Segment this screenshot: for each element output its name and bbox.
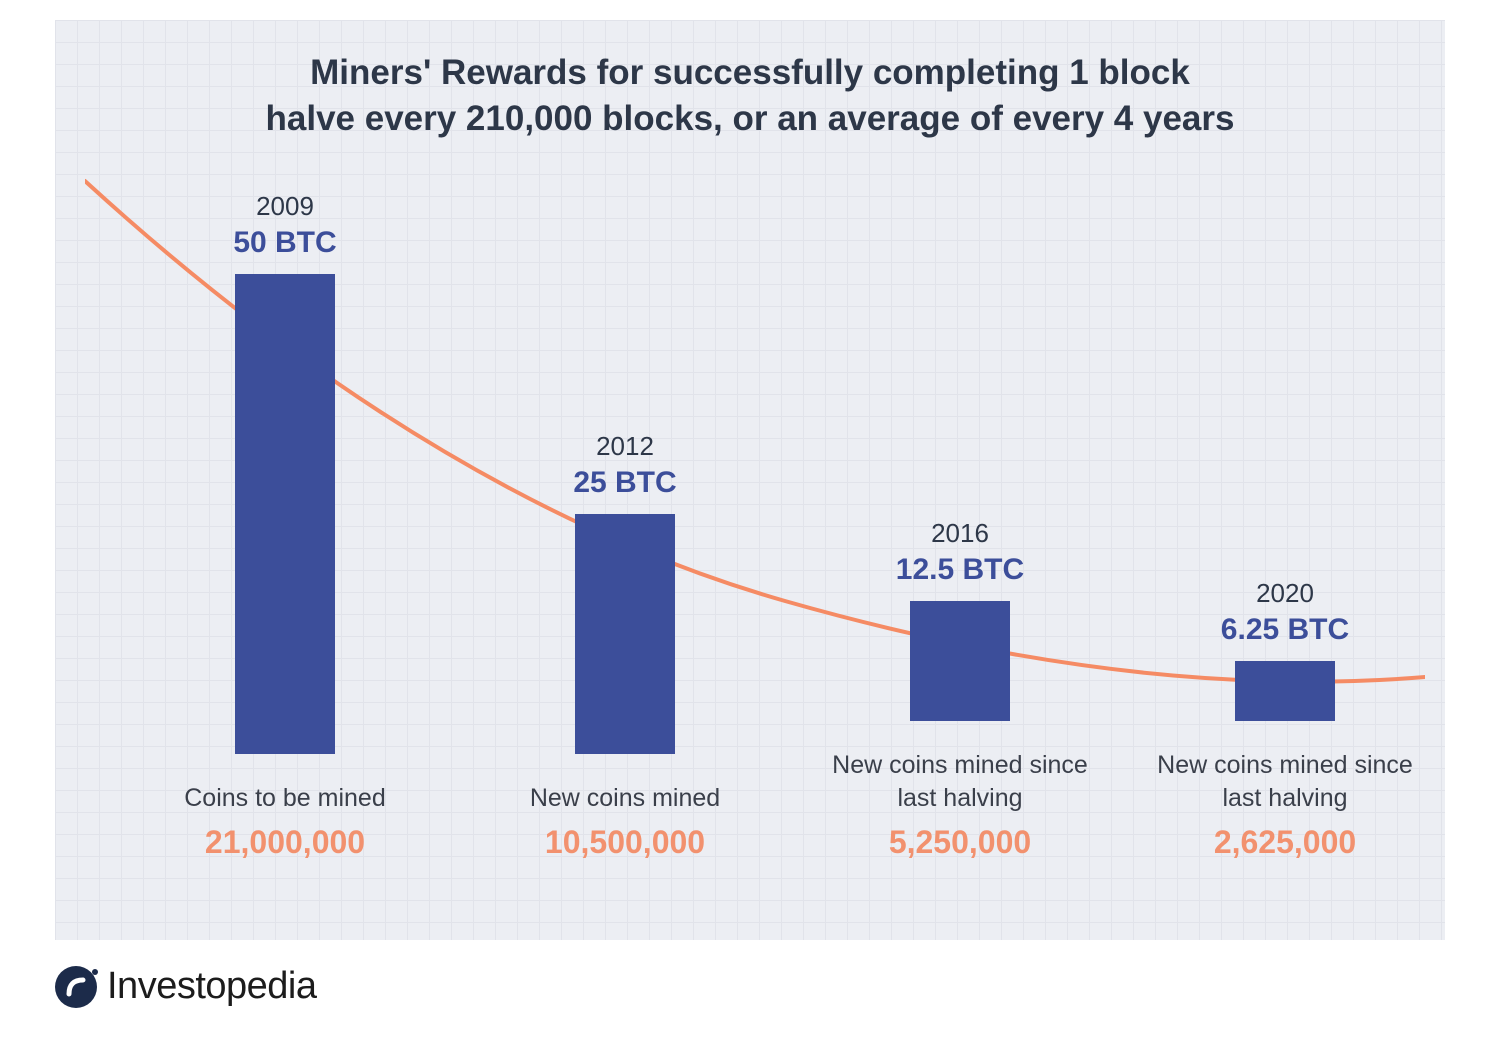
- bar-value: 10,500,000: [495, 824, 755, 861]
- bar-caption: New coins mined since last halving: [830, 749, 1090, 814]
- investopedia-logo: Investopedia: [55, 965, 317, 1008]
- bar-caption: Coins to be mined: [155, 782, 415, 815]
- bar: [910, 601, 1010, 721]
- year-label: 2012: [495, 431, 755, 462]
- btc-reward-label: 6.25 BTC: [1155, 613, 1415, 647]
- chart-plot-area: 2009 50 BTC Coins to be mined 21,000,000 201…: [85, 161, 1415, 861]
- bar-column-2012: 2012 25 BTC New coins mined 10,500,000: [495, 431, 755, 862]
- bar-value: 21,000,000: [155, 824, 415, 861]
- chart-title: Miners' Rewards for successfully complet…: [85, 50, 1415, 141]
- bar-column-2009: 2009 50 BTC Coins to be mined 21,000,000: [155, 191, 415, 862]
- logo-text: Investopedia: [107, 965, 317, 1008]
- year-label: 2009: [155, 191, 415, 222]
- bar-caption: New coins mined: [495, 782, 755, 815]
- chart-container: Miners' Rewards for successfully complet…: [55, 20, 1445, 940]
- bar-value: 2,625,000: [1155, 824, 1415, 861]
- btc-reward-label: 50 BTC: [155, 226, 415, 260]
- title-line-1: Miners' Rewards for successfully complet…: [85, 50, 1415, 96]
- bar-column-2016: 2016 12.5 BTC New coins mined since last h…: [830, 518, 1090, 861]
- title-line-2: halve every 210,000 blocks, or an averag…: [85, 96, 1415, 142]
- bar-caption: New coins mined since last halving: [1155, 749, 1415, 814]
- btc-reward-label: 12.5 BTC: [830, 553, 1090, 587]
- bar: [235, 274, 335, 754]
- bar-column-2020: 2020 6.25 BTC New coins mined since last h…: [1155, 578, 1415, 861]
- logo-mark-icon: [55, 966, 97, 1008]
- bar-value: 5,250,000: [830, 824, 1090, 861]
- btc-reward-label: 25 BTC: [495, 466, 755, 500]
- bar: [1235, 661, 1335, 721]
- year-label: 2020: [1155, 578, 1415, 609]
- bar: [575, 514, 675, 754]
- year-label: 2016: [830, 518, 1090, 549]
